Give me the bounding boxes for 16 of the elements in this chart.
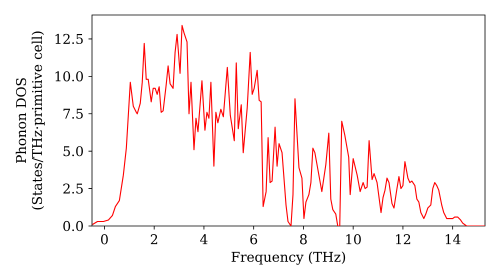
x-axis-title: Frequency (THz)	[232, 252, 346, 265]
y-tick-label: 7.5	[64, 108, 83, 119]
x-tick-label: 14	[446, 234, 461, 244]
x-tick-label: 10	[346, 234, 361, 244]
x-tick-label: 6	[250, 234, 258, 244]
x-tick-label: 12	[396, 234, 410, 244]
x-tick-label: 8	[300, 234, 307, 244]
x-tick-label: 4	[200, 234, 208, 244]
y-axis-title: Phonon DOS (States/THz·primitive cell)	[16, 32, 45, 210]
x-tick-label: 2	[150, 234, 158, 244]
y-tick-label: 12.5	[56, 34, 83, 44]
y-tick-label: 2.5	[63, 184, 83, 194]
y-tick-label: 0.0	[63, 220, 83, 232]
y-tick-label: 5.0	[64, 146, 83, 156]
y-tick-label: 10.0	[56, 71, 83, 82]
x-tick-label: 0	[101, 234, 108, 244]
